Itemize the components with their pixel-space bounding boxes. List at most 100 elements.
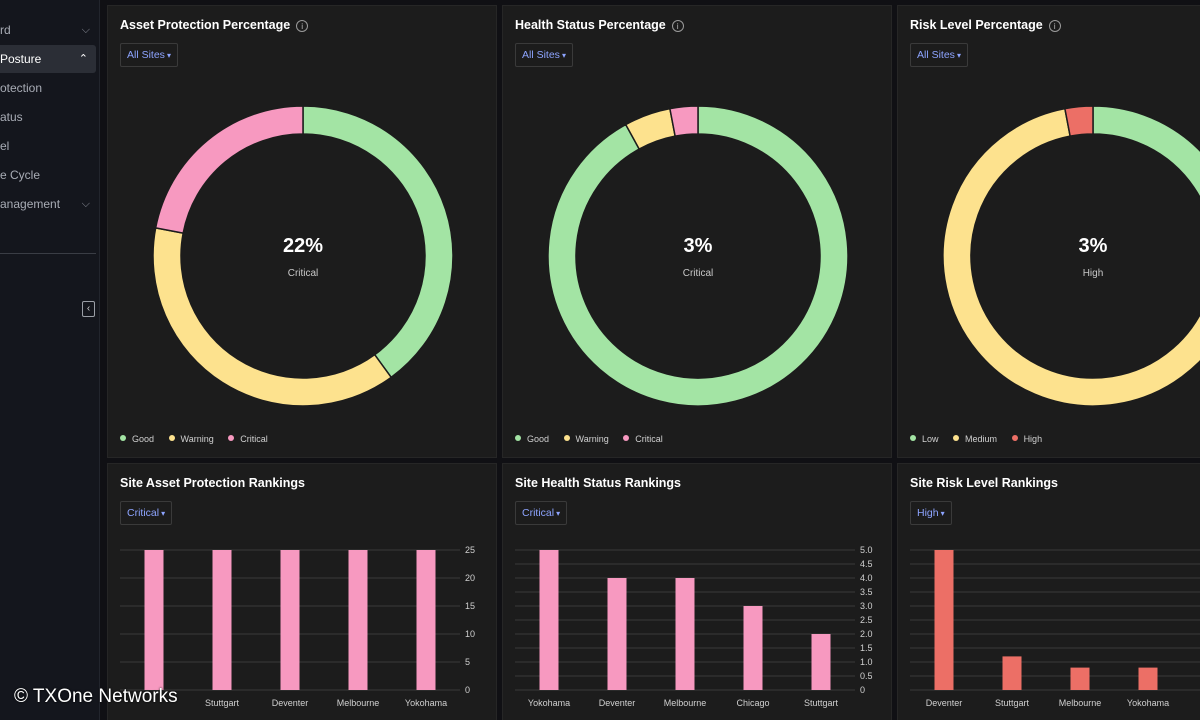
card-title: Health Status Percentage i — [515, 18, 684, 32]
info-icon[interactable]: i — [296, 20, 309, 32]
bar-melbourne[interactable] — [1070, 667, 1090, 690]
bar-melbourne[interactable] — [348, 550, 368, 690]
site-asset-protection-card: 0 5 10 15 20 25 Stuttgart Deventer Melbourne Yoko… — [107, 463, 497, 720]
chevron-down-icon: ▾ — [556, 509, 561, 518]
legend-dot-icon — [120, 435, 126, 441]
sidebar-item-asset-protection[interactable]: otection — [0, 74, 99, 102]
x-tick-label: Melbourne — [337, 698, 380, 708]
card-title: Site Health Status Rankings — [515, 476, 682, 490]
legend-item[interactable]: Good — [515, 434, 549, 444]
x-tick-label: Yokohama — [405, 698, 447, 708]
donut-slice-high[interactable] — [1064, 105, 1094, 138]
asset-protection-card: Asset Protection Percentage i All Sites ▾ … — [107, 5, 497, 458]
y-tick-label: 3.0 — [860, 601, 873, 611]
chevron-up-icon: ⌃ — [78, 53, 88, 65]
sidebar-item-dashboard[interactable]: rd ⌵ — [0, 16, 99, 44]
legend-item[interactable]: Medium — [953, 434, 997, 444]
x-tick-label: Yokohama — [528, 698, 570, 708]
bar-frankfurt[interactable] — [144, 550, 164, 690]
y-tick-label: 0 — [465, 685, 470, 695]
legend-item[interactable]: Warning — [168, 434, 214, 444]
legend-dot-icon — [953, 435, 960, 441]
chevron-down-icon: ▾ — [940, 509, 945, 518]
bar-deventer[interactable] — [280, 550, 300, 690]
bar-yokohama[interactable] — [1138, 667, 1158, 690]
legend-dot-icon — [515, 435, 521, 441]
donut-slice-good[interactable] — [547, 105, 849, 407]
chevron-down-icon: ▾ — [561, 51, 566, 60]
bar-chart: 0 5 10 15 20 25 Stuttgart Deventer Melbourne Yoko… — [120, 545, 475, 708]
severity-filter-dropdown[interactable]: High ▾ — [910, 501, 952, 525]
sidebar: rd ⌵ Posture ⌃ otection atus el e Cycle … — [0, 0, 100, 720]
legend: Low Medium High — [910, 434, 1054, 444]
bar-yokohama[interactable] — [416, 550, 436, 690]
bar-chicago[interactable] — [743, 606, 763, 690]
y-tick-label: 10 — [465, 629, 475, 639]
site-filter-dropdown[interactable]: All Sites ▾ — [515, 43, 573, 67]
legend-item[interactable]: Good — [120, 434, 154, 444]
legend-item[interactable]: Critical — [228, 434, 268, 444]
bar-deventer[interactable] — [607, 578, 627, 690]
bar-melbourne[interactable] — [675, 578, 695, 690]
chevron-down-icon: ▾ — [161, 509, 166, 518]
bar-yokohama[interactable] — [539, 550, 559, 690]
legend-dot-icon — [563, 435, 570, 441]
donut-chart — [152, 105, 454, 407]
y-tick-label: 15 — [465, 601, 475, 611]
legend-dot-icon — [228, 435, 235, 441]
chevron-down-icon: ▾ — [956, 51, 961, 60]
legend-dot-icon — [910, 435, 916, 441]
sidebar-item-life-cycle[interactable]: e Cycle — [0, 161, 99, 189]
severity-filter-dropdown[interactable]: Critical ▾ — [515, 501, 568, 525]
bar-chart: 0 0.5 1.0 1.5 2.0 2.5 3.0 3.5 4.0 4.5 5.0 Yokohama D… — [515, 545, 873, 708]
sidebar-item-health-status[interactable]: atus — [0, 103, 99, 131]
card-title: Risk Level Percentage i — [910, 18, 1061, 32]
y-tick-label: 4.0 — [860, 573, 873, 583]
y-tick-label: 1.5 — [860, 643, 873, 653]
sidebar-item-label: anagement — [0, 197, 61, 211]
site-risk-level-card: DeventerStuttgartMelbourneYokohamaC Site… — [897, 463, 1200, 720]
bar-stuttgart[interactable] — [1002, 656, 1022, 690]
x-tick-label: Deventer — [272, 698, 309, 708]
sidebar-item-label: el — [0, 139, 10, 153]
center-label: Critical — [682, 268, 714, 279]
x-tick-label: Stuttgart — [995, 698, 1030, 708]
legend-item[interactable]: Low — [910, 434, 939, 444]
bar-stuttgart[interactable] — [212, 550, 232, 690]
x-tick-label: Deventer — [926, 698, 963, 708]
donut-slice-low[interactable] — [1092, 105, 1200, 311]
y-tick-label: 5.0 — [860, 545, 873, 555]
severity-filter-dropdown[interactable]: Critical ▾ — [120, 501, 173, 525]
site-filter-dropdown[interactable]: All Sites ▾ — [120, 43, 178, 67]
legend: Good Warning Critical — [515, 434, 675, 444]
sidebar-divider — [0, 253, 96, 254]
y-tick-label: 0.5 — [860, 671, 873, 681]
card-title: Asset Protection Percentage i — [120, 18, 309, 32]
x-tick-label: Deventer — [599, 698, 636, 708]
bar-chart: DeventerStuttgartMelbourneYokohamaC — [910, 549, 1200, 708]
y-tick-label: 3.5 — [860, 587, 873, 597]
site-filter-dropdown[interactable]: All Sites ▾ — [910, 43, 968, 67]
bar-deventer[interactable] — [934, 550, 954, 690]
sidebar-item-posture[interactable]: Posture ⌃ — [0, 45, 96, 73]
center-percentage: 3% — [683, 235, 713, 257]
card-title: Site Asset Protection Rankings — [120, 476, 305, 490]
donut-slice-medium[interactable] — [942, 107, 1200, 407]
legend-item[interactable]: High — [1011, 434, 1042, 444]
legend-item[interactable]: Warning — [563, 434, 609, 444]
card-title: Site Risk Level Rankings — [910, 476, 1058, 490]
donut-slice-critical[interactable] — [154, 105, 304, 235]
sidebar-item-label: Posture — [0, 52, 42, 66]
info-icon[interactable]: i — [1048, 20, 1061, 32]
info-icon[interactable]: i — [671, 20, 684, 32]
legend-item[interactable]: Critical — [623, 434, 663, 444]
x-tick-label: Melbourne — [664, 698, 707, 708]
y-tick-label: 20 — [465, 573, 475, 583]
x-tick-label: Yokohama — [1127, 698, 1169, 708]
collapse-sidebar-icon[interactable]: ‹ — [82, 301, 95, 317]
center-label: Critical — [287, 268, 319, 279]
sidebar-item-management[interactable]: anagement ⌵ — [0, 190, 99, 218]
donut-slice-critical[interactable] — [669, 105, 699, 138]
bar-stuttgart[interactable] — [811, 634, 831, 690]
sidebar-item-risk-level[interactable]: el — [0, 132, 99, 160]
